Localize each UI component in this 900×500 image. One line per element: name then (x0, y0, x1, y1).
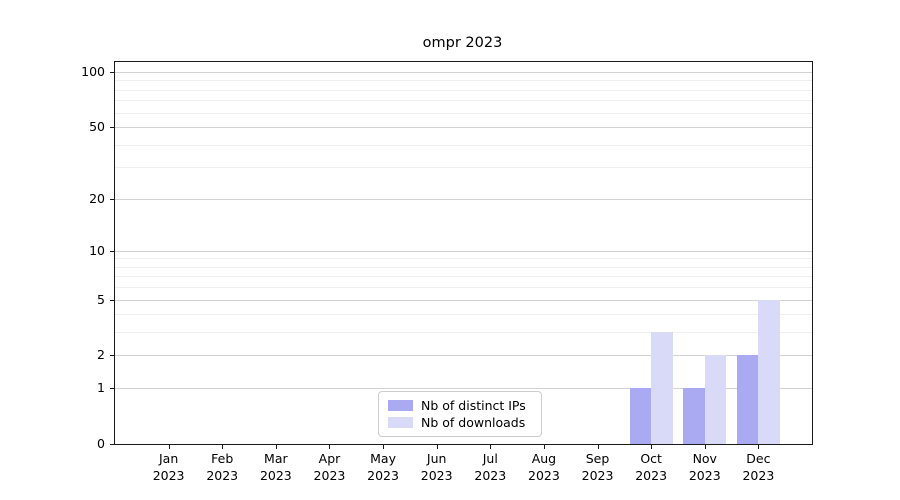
gridline-minor (115, 112, 812, 114)
x-tick-label-year: 2023 (259, 467, 292, 483)
y-tick-label: 10 (89, 242, 105, 258)
gridline-major (115, 198, 812, 200)
x-tick-label-year: 2023 (742, 467, 775, 483)
legend-label-distinct-ips: Nb of distinct IPs (421, 397, 526, 413)
y-tick-label: 100 (81, 63, 105, 79)
legend-swatch-distinct-ips (388, 399, 413, 411)
x-tick-label-year: 2023 (313, 467, 346, 483)
x-tick-label-month: Feb (211, 451, 234, 466)
x-tick-label-year: 2023 (206, 467, 239, 483)
chart-title: ompr 2023 (422, 35, 503, 51)
x-tick-label: Jan 2023 (141, 451, 197, 484)
x-tick-label-year: 2023 (152, 467, 185, 483)
gridline-major (115, 388, 812, 390)
x-tick-label-year: 2023 (420, 467, 453, 483)
y-tick-label: 2 (97, 347, 105, 363)
legend-swatch-downloads (388, 417, 413, 429)
x-axis-tick (275, 444, 277, 449)
gridline-major (115, 355, 812, 357)
x-tick-label-month: Sep (585, 451, 610, 466)
x-tick-label-month: Oct (640, 451, 662, 466)
x-axis-tick (490, 444, 492, 449)
x-tick-label-month: Jun (426, 451, 447, 466)
x-axis-tick (383, 444, 385, 449)
gridline-minor (115, 314, 812, 316)
x-tick-label-month: Mar (264, 451, 288, 466)
x-axis-tick (168, 444, 170, 449)
y-axis-tick (110, 71, 115, 73)
x-axis-tick (704, 444, 706, 449)
x-tick-label: May 2023 (355, 451, 411, 484)
gridline-minor (115, 258, 812, 260)
gridline-minor (115, 89, 812, 91)
y-axis-tick (110, 444, 115, 445)
x-tick-label-month: Jan (158, 451, 179, 466)
bar-downloads-nov (704, 355, 727, 444)
gridline-minor (115, 276, 812, 278)
gridline-minor (115, 287, 812, 289)
y-axis-tick (110, 250, 115, 252)
x-axis-tick (597, 444, 599, 449)
y-axis-tick (110, 388, 115, 390)
x-tick-label-year: 2023 (581, 467, 614, 483)
legend-item-distinct-ips: Nb of distinct IPs (388, 398, 532, 413)
x-tick-label-month: Aug (531, 451, 557, 466)
x-axis-tick (222, 444, 224, 449)
x-tick-label: Nov 2023 (677, 451, 733, 484)
bar-distinct-ips-oct (629, 388, 652, 444)
gridline-minor (115, 80, 812, 82)
y-axis-tick (110, 198, 115, 200)
x-tick-label: Sep 2023 (570, 451, 626, 484)
y-axis-tick (110, 355, 115, 357)
x-tick-label: Jun 2023 (409, 451, 465, 484)
x-tick-label: Jul 2023 (462, 451, 518, 484)
x-tick-label-year: 2023 (474, 467, 507, 483)
gridline-minor (115, 144, 812, 146)
x-axis-tick (651, 444, 653, 449)
y-axis-tick (110, 299, 115, 301)
bar-distinct-ips-nov (683, 388, 705, 444)
x-axis-tick (543, 444, 545, 449)
y-tick-label: 20 (89, 190, 105, 206)
bar-downloads-dec (758, 299, 780, 444)
legend: Nb of distinct IPs Nb of downloads (378, 391, 542, 437)
bar-distinct-ips-dec (736, 355, 759, 444)
gridline-major (115, 71, 812, 73)
y-tick-label: 0 (97, 436, 105, 451)
x-tick-label-month: Apr (318, 451, 341, 466)
x-tick-label-year: 2023 (688, 467, 721, 483)
gridline-minor (115, 100, 812, 102)
x-axis-tick (436, 444, 438, 449)
x-tick-label: Mar 2023 (248, 451, 304, 484)
legend-item-downloads: Nb of downloads (388, 415, 532, 430)
x-tick-label: Feb 2023 (194, 451, 250, 484)
x-tick-label: Aug 2023 (516, 451, 572, 484)
y-tick-label: 5 (97, 291, 105, 307)
x-tick-label-month: Jul (482, 451, 498, 466)
x-tick-label-year: 2023 (367, 467, 399, 483)
bar-downloads-oct (651, 332, 673, 444)
x-tick-label-month: May (370, 451, 396, 466)
x-axis-tick (329, 444, 331, 449)
y-tick-label: 50 (89, 119, 105, 135)
gridline-minor (115, 167, 812, 169)
gridline-minor (115, 332, 812, 334)
y-tick-label: 1 (97, 380, 105, 396)
x-tick-label-year: 2023 (635, 467, 668, 483)
x-tick-label-month: Nov (692, 451, 717, 466)
legend-label-downloads: Nb of downloads (421, 415, 526, 431)
y-axis-tick (110, 127, 115, 129)
gridline-minor (115, 266, 812, 268)
plot-area: 0 1 2 5 10 20 50 100 Jan 2023 Feb 2023 Mar 2023 Apr 202… (81, 61, 813, 483)
x-tick-label: Dec 2023 (730, 451, 786, 484)
gridline-major (115, 250, 812, 252)
gridline-major (115, 127, 812, 129)
x-tick-label-month: Dec (746, 451, 771, 466)
x-axis-tick (758, 444, 760, 449)
x-tick-label-year: 2023 (528, 467, 560, 483)
gridline-major (115, 299, 812, 301)
x-tick-label: Oct 2023 (623, 451, 679, 484)
x-tick-label: Apr 2023 (301, 451, 357, 484)
